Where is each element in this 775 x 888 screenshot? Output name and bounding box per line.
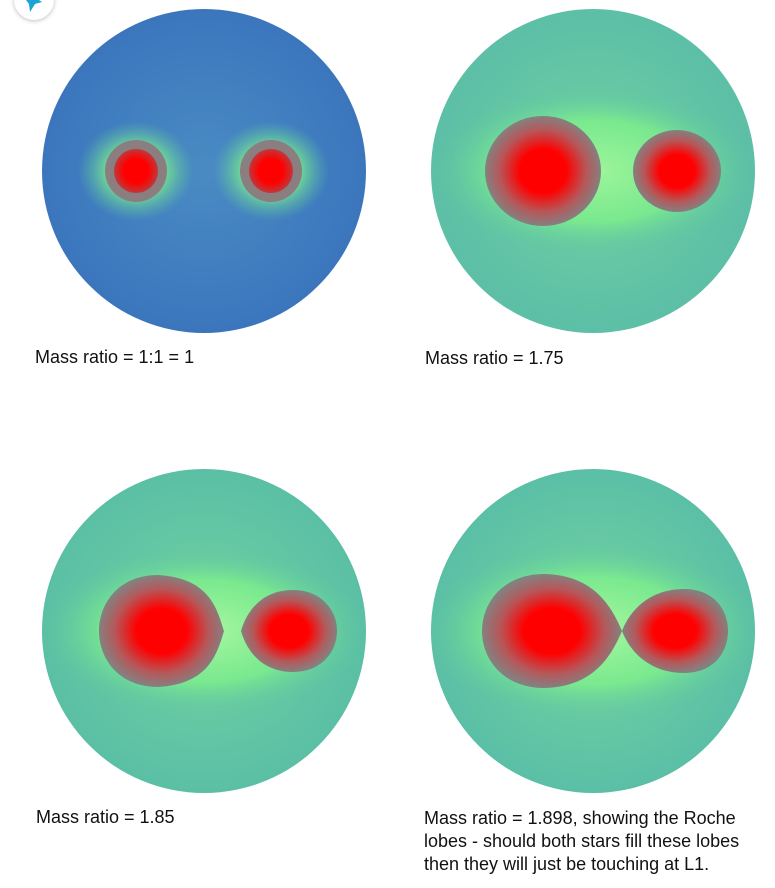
potential-panel-mass-ratio-1-85 bbox=[42, 469, 366, 793]
potential-panel-mass-ratio-1-75 bbox=[431, 9, 755, 333]
secondary-star bbox=[241, 590, 337, 672]
potential-panel-mass-ratio-1-898 bbox=[431, 469, 755, 793]
secondary-star bbox=[633, 130, 721, 212]
panel-caption: Mass ratio = 1.75 bbox=[425, 348, 564, 368]
panel-caption: Mass ratio = 1:1 = 1 bbox=[35, 347, 195, 367]
bird-logo-icon bbox=[26, 0, 42, 12]
primary-roche-lobe bbox=[482, 574, 622, 688]
secondary-roche-lobe bbox=[622, 589, 728, 673]
primary-star bbox=[99, 575, 224, 687]
corner-badge[interactable] bbox=[14, 0, 54, 20]
panel-caption: Mass ratio = 1.85 bbox=[36, 807, 175, 827]
panel-caption: Mass ratio = 1.898, showing the Roche lo… bbox=[424, 808, 740, 874]
potential-panel-mass-ratio-1 bbox=[42, 9, 366, 333]
potential-disc bbox=[42, 9, 366, 333]
primary-star bbox=[485, 116, 601, 226]
